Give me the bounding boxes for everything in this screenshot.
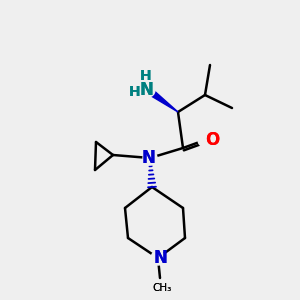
Text: N: N — [141, 149, 155, 167]
Text: H: H — [140, 69, 152, 83]
Text: N: N — [141, 149, 155, 167]
Text: O: O — [205, 131, 219, 149]
Text: CH₃: CH₃ — [152, 283, 172, 293]
Text: N: N — [153, 249, 167, 267]
Text: CH₃: CH₃ — [152, 283, 172, 293]
Circle shape — [198, 133, 212, 147]
Circle shape — [143, 151, 157, 165]
Polygon shape — [146, 87, 178, 112]
Text: N: N — [153, 249, 167, 267]
Circle shape — [151, 251, 165, 265]
Text: H: H — [129, 85, 141, 99]
Text: H: H — [129, 85, 141, 99]
Text: O: O — [205, 131, 219, 149]
Text: N: N — [139, 81, 153, 99]
Text: H: H — [140, 69, 152, 83]
Circle shape — [141, 83, 155, 97]
Text: N: N — [139, 81, 153, 99]
